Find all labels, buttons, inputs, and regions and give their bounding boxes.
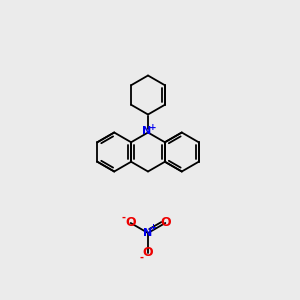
Text: O: O <box>125 217 136 230</box>
Text: N: N <box>142 127 152 136</box>
Text: O: O <box>143 247 153 260</box>
Text: -: - <box>139 253 143 263</box>
Text: O: O <box>160 217 171 230</box>
Text: +: + <box>149 224 157 232</box>
Text: +: + <box>149 123 157 132</box>
Text: -: - <box>122 213 126 223</box>
Text: N: N <box>143 228 153 238</box>
